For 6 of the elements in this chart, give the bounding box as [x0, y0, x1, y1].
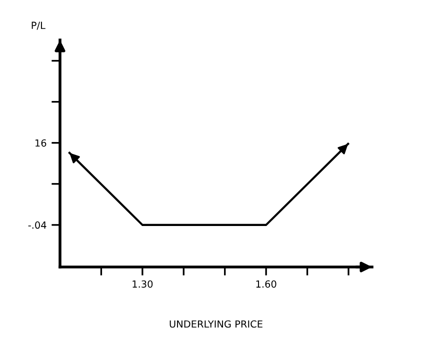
x-axis-title: UNDERLYING PRICE [170, 320, 262, 328]
x-tick-label: 1.60 [256, 280, 276, 288]
y-tick-label: 16 [36, 139, 46, 147]
y-tick-label: -.04 [28, 221, 46, 229]
y-axis-title: P/L [32, 22, 46, 30]
x-tick-label: 1.30 [132, 280, 153, 288]
